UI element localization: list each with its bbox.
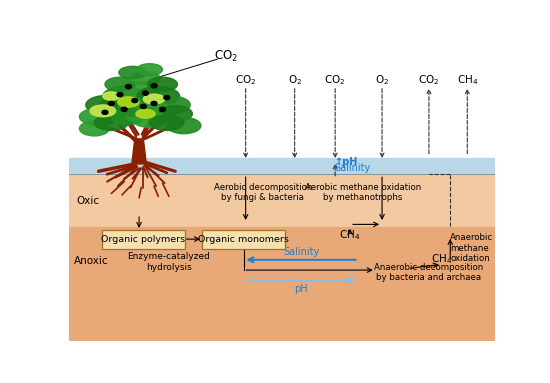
Ellipse shape <box>137 64 163 75</box>
Ellipse shape <box>158 106 192 122</box>
Text: O$_2$: O$_2$ <box>375 73 389 87</box>
Bar <box>69 228 495 341</box>
Text: Oxic: Oxic <box>76 196 100 206</box>
Text: pH: pH <box>294 284 308 294</box>
Text: CO$_2$: CO$_2$ <box>324 73 346 87</box>
Circle shape <box>121 107 127 111</box>
Circle shape <box>151 101 157 106</box>
Ellipse shape <box>103 92 120 100</box>
FancyBboxPatch shape <box>102 229 185 249</box>
Ellipse shape <box>105 77 135 92</box>
Circle shape <box>142 91 149 95</box>
Circle shape <box>164 95 170 100</box>
Ellipse shape <box>111 109 146 124</box>
Ellipse shape <box>118 99 156 117</box>
Ellipse shape <box>147 77 178 92</box>
Ellipse shape <box>103 87 145 106</box>
Ellipse shape <box>90 105 116 117</box>
Bar <box>69 158 495 174</box>
Text: O$_2$: O$_2$ <box>288 73 302 87</box>
FancyBboxPatch shape <box>202 229 285 249</box>
Ellipse shape <box>79 108 118 125</box>
Ellipse shape <box>135 102 173 119</box>
Text: CO$_2$: CO$_2$ <box>235 73 256 87</box>
Bar <box>69 174 495 228</box>
Text: Enzyme-catalyzed
hydrolysis: Enzyme-catalyzed hydrolysis <box>128 252 210 272</box>
Ellipse shape <box>118 97 139 107</box>
Ellipse shape <box>150 115 184 131</box>
Ellipse shape <box>167 118 201 134</box>
Polygon shape <box>132 139 146 164</box>
Ellipse shape <box>130 72 161 85</box>
Text: CO$_2$: CO$_2$ <box>214 49 239 64</box>
Ellipse shape <box>119 66 146 79</box>
Ellipse shape <box>136 110 155 118</box>
Ellipse shape <box>86 95 129 115</box>
Text: CH$_4$: CH$_4$ <box>431 252 453 266</box>
Circle shape <box>140 104 146 108</box>
Text: Anoxic: Anoxic <box>74 256 108 266</box>
Ellipse shape <box>144 94 164 104</box>
Ellipse shape <box>122 81 161 99</box>
Circle shape <box>108 101 114 106</box>
Ellipse shape <box>95 115 129 131</box>
Text: Salinity: Salinity <box>334 163 370 173</box>
Circle shape <box>132 98 138 103</box>
Circle shape <box>117 93 123 97</box>
Text: Salinity: Salinity <box>283 247 319 257</box>
Ellipse shape <box>133 112 167 128</box>
Ellipse shape <box>152 96 190 114</box>
Text: CH$_4$: CH$_4$ <box>456 73 478 87</box>
Text: CH$_4$: CH$_4$ <box>339 228 361 242</box>
Circle shape <box>102 110 108 115</box>
Text: Aerobic decomposition
by fungi & bacteria: Aerobic decomposition by fungi & bacteri… <box>213 183 312 203</box>
Bar <box>69 46 495 158</box>
Text: Organic polymers: Organic polymers <box>101 235 185 244</box>
Ellipse shape <box>96 99 135 117</box>
Text: Aerobic methane oxidation
by methanotrophs: Aerobic methane oxidation by methanotrop… <box>305 183 421 203</box>
Text: Anaerobic decomposition
by bacteria and archaea: Anaerobic decomposition by bacteria and … <box>375 263 483 282</box>
Text: Anaerobic
methane
oxidation: Anaerobic methane oxidation <box>450 233 493 263</box>
Text: CO$_2$: CO$_2$ <box>418 73 439 87</box>
Text: ↑pH: ↑pH <box>334 157 358 167</box>
Text: Organic monomers: Organic monomers <box>198 235 289 244</box>
Circle shape <box>151 84 157 88</box>
Circle shape <box>160 107 166 111</box>
Ellipse shape <box>137 87 179 106</box>
Circle shape <box>125 85 131 89</box>
Ellipse shape <box>79 121 109 136</box>
